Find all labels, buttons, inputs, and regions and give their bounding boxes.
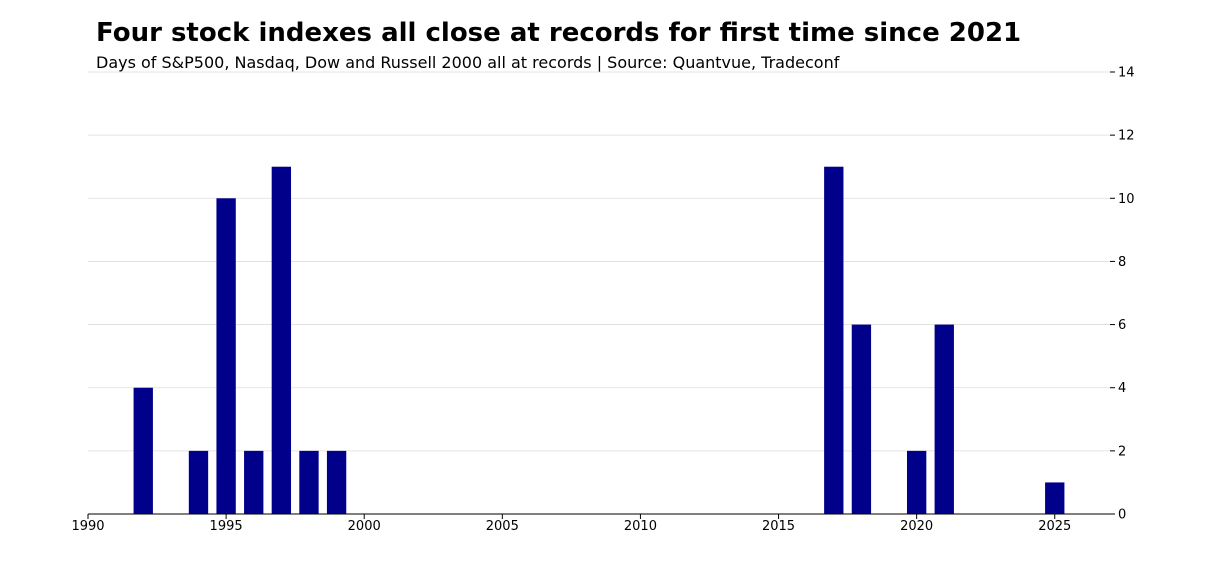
bar — [906, 450, 927, 514]
bar — [299, 450, 319, 514]
y-tick-label: 8 — [1118, 255, 1126, 270]
bar — [824, 166, 844, 514]
bar — [244, 450, 264, 514]
bar — [326, 450, 347, 514]
bar — [216, 198, 236, 515]
chart-subtitle: Days of S&P500, Nasdaq, Dow and Russell … — [96, 53, 840, 72]
x-tick-label: 2025 — [1038, 519, 1071, 534]
x-tick-label: 2005 — [486, 519, 519, 534]
x-tick-label: 2020 — [900, 519, 933, 534]
x-tick-label: 2010 — [624, 519, 657, 534]
axes: 1990 1995 2000 2005 2010 2015 2020 2025 0 2 4 6 8 10 1… — [71, 66, 1134, 535]
bars — [133, 166, 1065, 515]
y-tick-label: 10 — [1118, 192, 1135, 207]
y-tick-label: 0 — [1118, 508, 1126, 523]
bar — [851, 324, 872, 514]
gridlines — [88, 71, 1110, 452]
x-tick-label: 1995 — [210, 519, 243, 534]
bar — [188, 450, 209, 514]
chart-title: Four stock indexes all close at records … — [96, 18, 1022, 48]
bar — [934, 324, 954, 514]
y-tick-label: 2 — [1118, 444, 1126, 459]
bar — [1045, 482, 1065, 514]
y-tick-label: 6 — [1118, 318, 1126, 333]
x-tick-label: 2000 — [348, 519, 381, 534]
x-tick-label: 2015 — [762, 519, 795, 534]
y-tick-label: 4 — [1118, 381, 1126, 396]
bar — [271, 166, 292, 514]
bar — [133, 387, 153, 514]
x-tick-label: 1990 — [71, 519, 104, 534]
y-tick-label: 12 — [1118, 129, 1135, 144]
y-tick-label: 14 — [1118, 66, 1135, 81]
